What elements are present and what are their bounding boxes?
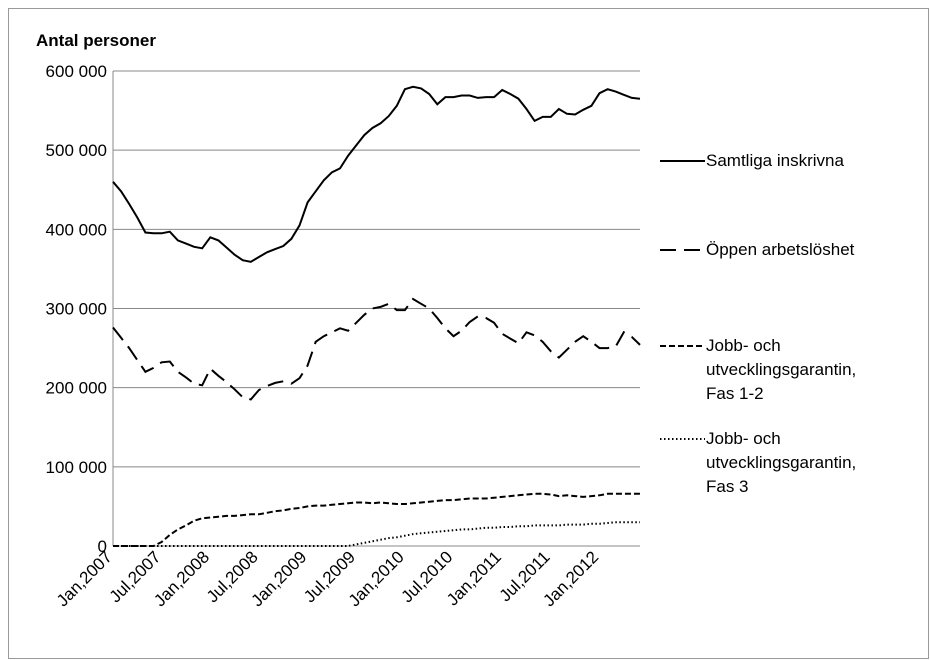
y-tick-label: 0 <box>98 537 107 556</box>
legend-label: Jobb- och utvecklingsgarantin, Fas 3 <box>706 429 857 496</box>
y-tick-label: 300 000 <box>46 300 107 319</box>
y-tick-label: 500 000 <box>46 141 107 160</box>
legend-label: Öppen arbetslöshet <box>706 240 855 259</box>
y-tick-label: 200 000 <box>46 379 107 398</box>
series-line <box>113 492 640 547</box>
legend-label: Samtliga inskrivna <box>706 151 844 170</box>
y-tick-label: 100 000 <box>46 458 107 477</box>
series-line <box>112 85 641 263</box>
series-line <box>112 297 641 401</box>
y-tick-label: 600 000 <box>46 62 107 81</box>
series-line <box>113 521 640 547</box>
y-tick-label: 400 000 <box>46 220 107 239</box>
legend-label: Jobb- och utvecklingsgarantin, Fas 1-2 <box>706 336 857 403</box>
chart-border <box>8 8 929 659</box>
y-axis-title: Antal personer <box>36 31 156 50</box>
